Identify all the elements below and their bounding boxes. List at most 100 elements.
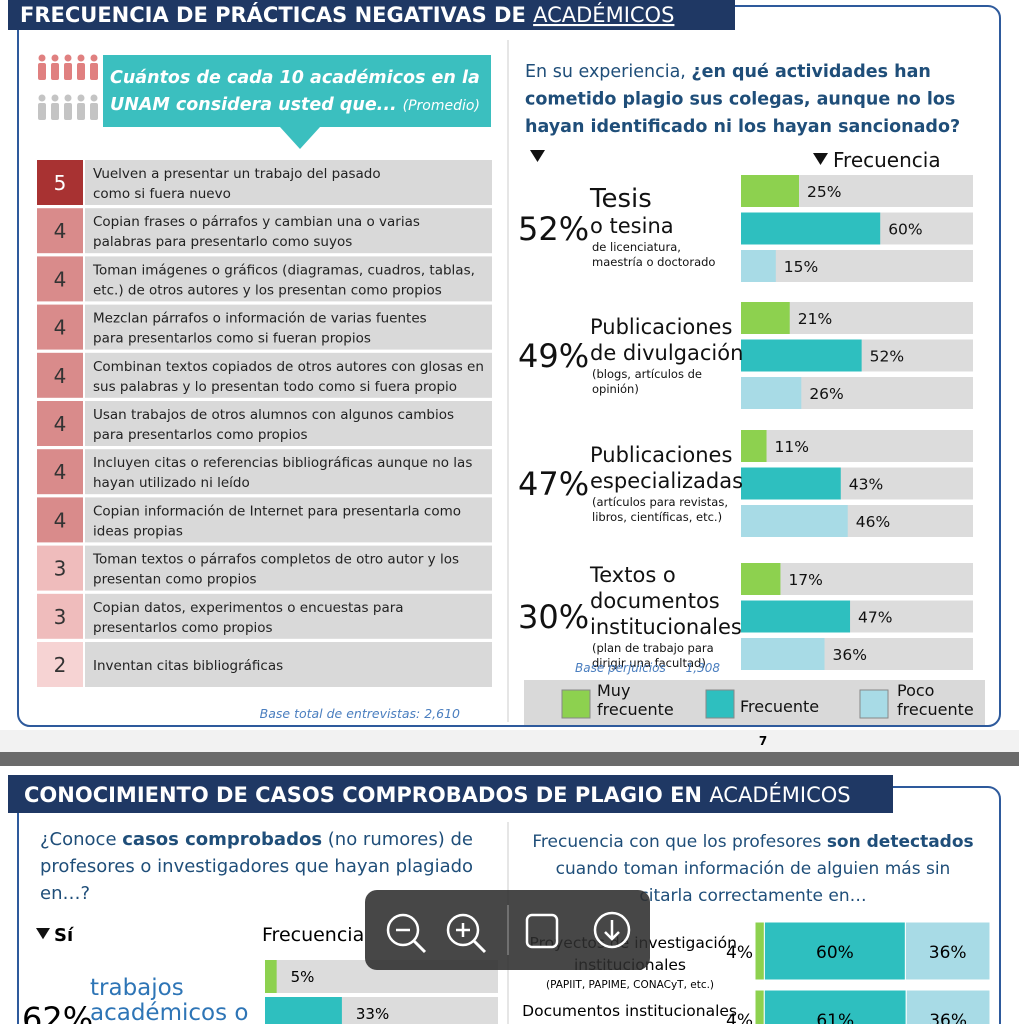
group-title: Publicaciones <box>590 315 732 339</box>
group-title: o tesina <box>590 214 674 238</box>
practice-text: palabras para presentarlo como suyos <box>93 234 352 250</box>
person-icon <box>64 63 72 80</box>
group-title: académicos o <box>90 1000 248 1024</box>
question-line: profesores o investigadores que hayan pl… <box>40 856 473 877</box>
person-icon <box>77 103 85 120</box>
person-icon <box>51 63 59 80</box>
bar-label: 47% <box>858 609 892 627</box>
practice-box <box>85 304 492 350</box>
question-line: ¿Conoce casos comprobados (no rumores) d… <box>40 829 473 850</box>
score-box <box>37 256 83 302</box>
practice-text: hayan utilizado ni leído <box>93 475 250 491</box>
bar <box>741 505 848 537</box>
practice-text: ideas propias <box>93 523 183 539</box>
title-banner <box>8 775 893 813</box>
bar-label: 5% <box>291 968 315 986</box>
share: 30% <box>518 598 589 636</box>
bar-label: 25% <box>807 183 841 201</box>
practice-box <box>85 449 492 495</box>
practice-box <box>85 160 492 205</box>
icon <box>446 913 480 947</box>
view-button[interactable] <box>525 913 559 949</box>
question-text: en…? <box>40 883 90 904</box>
question-line: citarla correctamente en… <box>639 886 866 906</box>
bar-label: 26% <box>809 385 843 403</box>
bar <box>741 302 790 334</box>
page-gap <box>0 730 1019 752</box>
arrow-icon <box>36 928 50 940</box>
score-box <box>37 593 83 639</box>
stacked-bar <box>754 989 765 1024</box>
stacked-bar <box>754 921 765 981</box>
bar <box>741 175 799 207</box>
practice-text: como si fuera nuevo <box>93 186 231 202</box>
stacked-bar <box>763 989 907 1024</box>
group-title: trabajos <box>90 975 184 1001</box>
score: 3 <box>54 557 67 581</box>
bar-label: 60% <box>888 221 922 239</box>
frequency-header: Frecuencia <box>262 924 364 946</box>
score: 4 <box>54 267 67 291</box>
bar <box>741 250 776 282</box>
question-text: profesores o investigadores que hayan pl… <box>40 856 473 877</box>
score-box <box>37 449 83 495</box>
person-icon <box>38 54 46 62</box>
practice-box <box>85 208 492 254</box>
person-icon <box>90 103 98 120</box>
bar-label: 46% <box>856 513 890 531</box>
practice-text: Copian datos, experimentos o encuestas p… <box>93 600 404 616</box>
practice-box <box>85 256 492 302</box>
share: 52% <box>518 210 589 248</box>
group-title: Publicaciones <box>590 443 732 467</box>
group-title: documentos <box>590 589 720 613</box>
score-box <box>37 497 83 543</box>
page-separator <box>0 752 1019 766</box>
person-icon <box>77 54 85 62</box>
legend-label: Frecuente <box>740 697 819 716</box>
person-icon <box>77 94 85 102</box>
row-title: Documentos institucionales <box>522 1002 737 1020</box>
zoom-in-button[interactable] <box>446 913 487 954</box>
bar-label: 43% <box>849 476 883 494</box>
share: 47% <box>518 465 589 503</box>
bar-label: 17% <box>788 571 822 589</box>
legend-label: Poco <box>897 681 934 700</box>
stacked-bar <box>905 989 991 1024</box>
practice-text: presentan como propios <box>93 572 257 588</box>
stacked-bar <box>904 921 991 981</box>
question-text: casos comprobados <box>122 829 322 850</box>
bar-label: 60% <box>816 943 854 963</box>
callout-text: Cuántos de cada 10 académicos en la <box>110 68 480 88</box>
practice-text: Usan trabajos de otros alumnos con algun… <box>93 407 454 423</box>
download-button[interactable] <box>593 911 631 949</box>
zoom-out-button[interactable] <box>386 913 427 954</box>
score-box <box>37 160 83 205</box>
question-text: hayan identificado ni los hayan sanciona… <box>525 117 960 137</box>
practice-box <box>85 642 492 687</box>
score-box <box>37 545 83 591</box>
callout-box <box>103 55 491 127</box>
person-icon <box>38 94 46 102</box>
row-detail: (PAPIIT, PAPIME, CONACyT, etc.) <box>546 979 714 991</box>
practice-box <box>85 545 492 591</box>
bar <box>741 339 862 372</box>
practice-text: Mezclan párrafos o información de varias… <box>93 311 427 327</box>
bar <box>265 997 342 1024</box>
page-title: FRECUENCIA DE PRÁCTICAS NEGATIVAS DE ACA… <box>20 2 674 27</box>
person-icon <box>64 103 72 120</box>
score: 4 <box>54 508 67 532</box>
bar-label: 21% <box>798 310 832 328</box>
group-detail: (artículos para revistas, <box>592 495 728 509</box>
legend-box <box>524 680 985 725</box>
legend-label: frecuente <box>897 700 974 719</box>
group-title: institucionales <box>590 615 742 639</box>
question-text: (no rumores) de <box>322 829 473 850</box>
legend-label: Muy <box>597 681 630 700</box>
practice-text: etc.) de otros autores y los presentan c… <box>93 282 442 298</box>
group-detail: de licenciatura, <box>592 240 681 254</box>
practice-text: Combinan textos copiados de otros autore… <box>93 359 484 375</box>
frequency-header: Frecuencia <box>833 148 941 172</box>
practice-text: Toman textos o párrafos completos de otr… <box>92 552 459 568</box>
icon <box>604 920 620 941</box>
